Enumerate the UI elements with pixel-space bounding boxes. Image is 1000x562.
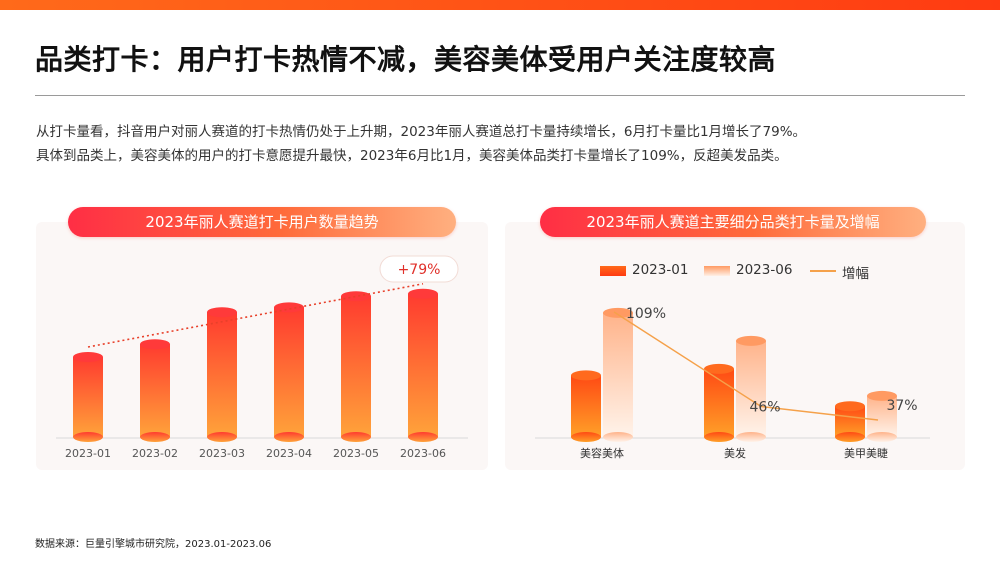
bar-jan-美容美体 bbox=[571, 370, 601, 442]
legend-swatch-jan bbox=[600, 266, 626, 276]
bar-jun-美容美体 bbox=[603, 307, 633, 442]
bar-jan-美发 bbox=[704, 363, 734, 442]
x-tick-label: 美容美体 bbox=[580, 446, 624, 460]
x-tick-label: 2023-03 bbox=[199, 447, 245, 460]
growth-line bbox=[613, 311, 879, 421]
bar-jan-美甲美睫 bbox=[835, 401, 865, 442]
x-tick-label: 2023-05 bbox=[333, 447, 379, 460]
title-divider bbox=[35, 95, 965, 96]
legend-label-jun: 2023-06 bbox=[736, 262, 793, 278]
x-tick-label: 2023-02 bbox=[132, 447, 178, 460]
growth-label: 109% bbox=[626, 306, 666, 322]
annotation-text: +79% bbox=[398, 262, 441, 278]
user-trend-chart: 2023-01 2023-02 2023-03 2023-04 2023-05 2023-… bbox=[56, 255, 468, 460]
legend-swatch-growth bbox=[810, 270, 836, 272]
bar-2023-03 bbox=[207, 307, 237, 442]
data-source: 数据来源：巨量引擎城市研究院，2023.01-2023.06 bbox=[35, 539, 272, 550]
bar-jun-美发 bbox=[736, 335, 766, 442]
right-chart-title: 2023年丽人赛道主要细分品类打卡量及增幅 bbox=[540, 207, 926, 237]
x-tick-label: 2023-06 bbox=[400, 447, 446, 460]
top-accent-bar bbox=[0, 0, 1000, 10]
bar-2023-06 bbox=[408, 288, 438, 442]
left-chart-title: 2023年丽人赛道打卡用户数量趋势 bbox=[68, 207, 456, 237]
x-tick-label: 美甲美睫 bbox=[844, 447, 888, 460]
intro-text: 从打卡量看，抖音用户对丽人赛道的打卡热情仍处于上升期，2023年丽人赛道总打卡量… bbox=[36, 120, 806, 168]
intro-line-1: 从打卡量看，抖音用户对丽人赛道的打卡热情仍处于上升期，2023年丽人赛道总打卡量… bbox=[36, 124, 807, 140]
bar-jun-美甲美睫 bbox=[867, 390, 897, 442]
legend-swatch-jun bbox=[704, 266, 730, 276]
page-title: 品类打卡：用户打卡热情不减，美容美体受用户关注度较高 bbox=[35, 43, 777, 76]
growth-annotation: +79% bbox=[379, 255, 459, 283]
legend-label-jan: 2023-01 bbox=[632, 262, 689, 278]
bar-2023-05 bbox=[341, 291, 371, 442]
x-tick-label: 2023-01 bbox=[65, 447, 111, 460]
bar-2023-04 bbox=[274, 302, 304, 442]
intro-line-2: 具体到品类上，美容美体的用户的打卡意愿提升最快，2023年6月比1月，美容美体品… bbox=[36, 148, 788, 164]
growth-label: 37% bbox=[886, 398, 917, 414]
legend-label-growth: 增幅 bbox=[842, 266, 869, 282]
bar-2023-02 bbox=[140, 339, 170, 442]
x-tick-label: 2023-04 bbox=[266, 447, 312, 460]
bar-2023-01 bbox=[73, 352, 103, 442]
x-tick-label: 美发 bbox=[724, 446, 746, 460]
category-growth-chart: 美容美体 美发 美甲美睫 109% 46% 37% bbox=[535, 306, 930, 460]
trend-line bbox=[87, 283, 424, 348]
growth-label: 46% bbox=[749, 400, 780, 416]
